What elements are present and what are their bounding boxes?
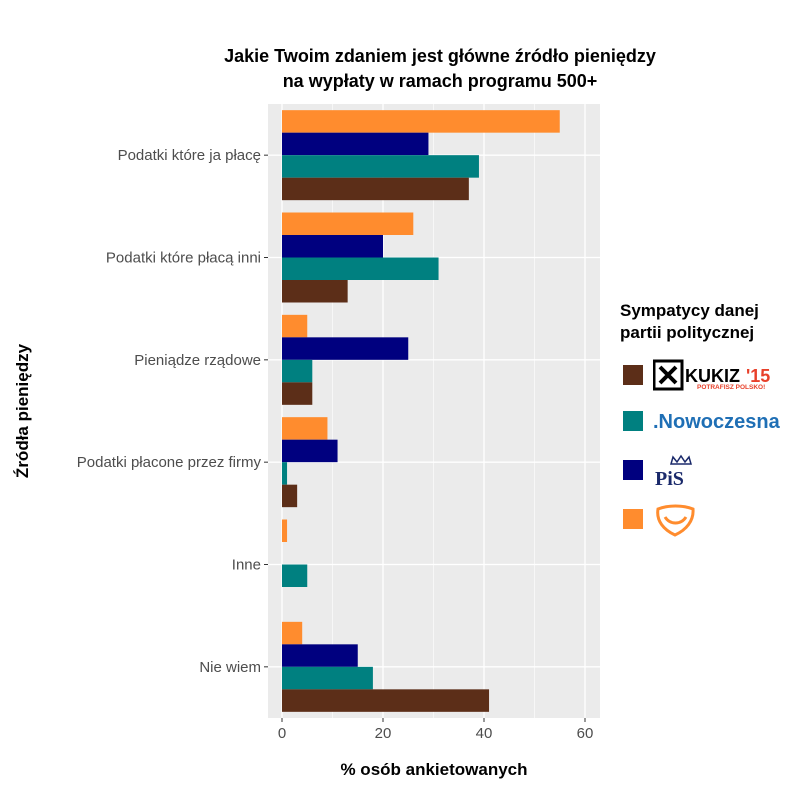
bar-kukiz <box>282 484 298 508</box>
y-axis-label: Źródła pieniędzy <box>13 343 32 478</box>
bar-kukiz <box>282 689 490 712</box>
bar-nowoczesna <box>282 155 479 178</box>
x-tick-label: 20 <box>375 725 392 742</box>
legend-title-line2: partii politycznej <box>620 323 755 342</box>
bar-pis <box>282 132 429 156</box>
y-tick-label: Inne <box>232 557 261 574</box>
bar-nowoczesna <box>282 462 288 485</box>
kukiz-logo-icon: KUKIZ '15 POTRAFISZ POLSKO! <box>653 359 770 391</box>
legend-item-pis: PiS <box>623 454 788 488</box>
bar-pis <box>282 337 409 360</box>
po-logo-icon <box>656 504 695 537</box>
y-tick-label: Podatki które płacą inni <box>106 250 261 267</box>
bar-po <box>282 212 414 235</box>
svg-text:.Nowoczesna: .Nowoczesna <box>653 411 781 433</box>
plot-panel <box>268 104 600 718</box>
chart-title-line2: na wypłaty w ramach programu 500+ <box>282 71 598 91</box>
y-tick-label: Pieniądze rządowe <box>134 352 261 369</box>
y-tick-label: Nie wiem <box>199 659 261 676</box>
bar-po <box>282 519 288 542</box>
bar-pis <box>282 644 358 667</box>
bar-kukiz <box>282 177 469 201</box>
x-tick-label: 0 <box>278 725 286 742</box>
y-tick-label: Podatki płacone przez firmy <box>77 454 262 471</box>
chart-title-line1: Jakie Twoim zdaniem jest główne źródło p… <box>224 46 656 66</box>
bar-po <box>282 314 308 338</box>
legend-item-nowoczesna: .Nowoczesna <box>623 405 788 435</box>
x-tick-label: 40 <box>476 725 493 742</box>
x-tick-label: 60 <box>577 725 594 742</box>
nowoczesna-logo-icon: .Nowoczesna <box>653 411 781 433</box>
legend-title-line1: Sympatycy danej <box>620 301 759 320</box>
x-axis-label: % osób ankietowanych <box>340 760 527 779</box>
bar-kukiz <box>282 280 348 303</box>
legend-key-nowoczesna <box>623 411 643 431</box>
y-tick-label: Podatki które ja płacę <box>118 147 261 164</box>
svg-text:POTRAFISZ POLSKO!: POTRAFISZ POLSKO! <box>697 384 765 391</box>
bar-nowoczesna <box>282 257 439 280</box>
bar-nowoczesna <box>282 359 313 383</box>
legend-item-po <box>623 503 788 537</box>
legend-item-kukiz: KUKIZ '15 POTRAFISZ POLSKO! <box>623 359 788 391</box>
bar-pis <box>282 235 383 258</box>
svg-text:PiS: PiS <box>655 468 684 488</box>
bar-po <box>282 621 303 645</box>
pis-logo-icon: PiS <box>655 454 692 488</box>
bar-nowoczesna <box>282 666 373 690</box>
legend-key-kukiz <box>623 365 643 385</box>
bar-po <box>282 417 328 440</box>
bar-nowoczesna <box>282 564 308 587</box>
svg-text:KUKIZ: KUKIZ <box>685 366 740 386</box>
svg-text:'15: '15 <box>746 366 770 386</box>
bar-kukiz <box>282 382 313 405</box>
bar-po <box>282 110 560 133</box>
legend-key-po <box>623 509 643 529</box>
legend-key-pis <box>623 460 643 480</box>
bar-pis <box>282 439 338 463</box>
